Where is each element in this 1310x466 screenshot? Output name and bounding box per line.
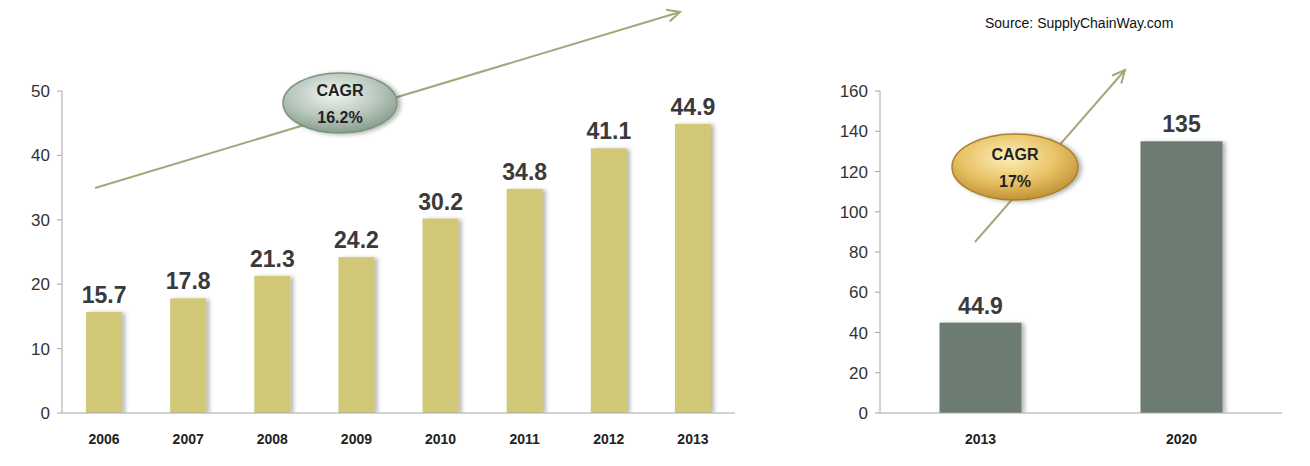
- x-tick-label: 2012: [593, 431, 624, 447]
- bar: [86, 312, 122, 413]
- y-tick-label: 40: [849, 324, 868, 343]
- y-tick-label: 120: [840, 163, 868, 182]
- x-axis-line: [880, 413, 1282, 414]
- y-tick-label: 50: [31, 82, 50, 101]
- y-tick: [875, 211, 880, 212]
- annotation-text: 17%: [999, 173, 1031, 190]
- y-tick-label: 20: [31, 275, 50, 294]
- trend-arrow-head: [666, 10, 680, 22]
- x-axis-line: [62, 413, 735, 414]
- data-label: 30.2: [418, 189, 463, 215]
- x-tick-label: 2010: [425, 431, 456, 447]
- data-label: 41.1: [586, 118, 631, 144]
- y-tick-label: 60: [849, 283, 868, 302]
- y-tick-label: 0: [859, 404, 868, 423]
- y-tick-label: 160: [840, 82, 868, 101]
- bar: [675, 124, 711, 413]
- x-tick-label: 2009: [341, 431, 372, 447]
- bar: [254, 276, 290, 413]
- y-tick: [57, 155, 62, 156]
- data-label: 24.2: [334, 227, 379, 253]
- data-label: 44.9: [671, 94, 716, 120]
- y-tick: [57, 413, 62, 414]
- y-tick: [875, 171, 880, 172]
- data-label: 15.7: [82, 282, 127, 308]
- bar: [507, 189, 543, 413]
- data-label: 34.8: [502, 159, 547, 185]
- source-note: Source: SupplyChainWay.com: [985, 15, 1173, 31]
- y-tick-label: 10: [31, 340, 50, 359]
- y-tick-label: 30: [31, 211, 50, 230]
- x-tick-label: 2020: [1166, 431, 1197, 447]
- data-label: 21.3: [250, 246, 295, 272]
- y-tick: [875, 252, 880, 253]
- x-tick-label: 2007: [173, 431, 204, 447]
- y-tick: [57, 91, 62, 92]
- y-tick-label: 40: [31, 146, 50, 165]
- y-tick: [875, 413, 880, 414]
- trend-arrow-head: [1112, 70, 1125, 84]
- y-tick: [875, 131, 880, 132]
- y-tick-label: 0: [41, 404, 50, 423]
- annotation-badge: [952, 134, 1078, 200]
- data-label: 135: [1162, 111, 1201, 137]
- y-tick: [57, 219, 62, 220]
- annotation-text: 16.2%: [317, 109, 362, 126]
- annotation-text: CAGR: [991, 146, 1039, 163]
- bar: [170, 298, 206, 413]
- y-tick-label: 140: [840, 122, 868, 141]
- y-tick: [57, 284, 62, 285]
- bar: [940, 323, 1022, 413]
- y-tick: [57, 348, 62, 349]
- y-tick: [875, 372, 880, 373]
- data-label: 44.9: [958, 293, 1003, 319]
- y-tick-label: 100: [840, 203, 868, 222]
- x-tick-label: 2006: [88, 431, 119, 447]
- y-tick: [875, 91, 880, 92]
- y-tick: [875, 292, 880, 293]
- bar: [423, 219, 459, 413]
- x-tick-label: 2008: [257, 431, 288, 447]
- bars: [86, 124, 711, 413]
- annotation-badge: [283, 73, 397, 133]
- y-tick-label: 20: [849, 364, 868, 383]
- x-tick-label: 2013: [677, 431, 708, 447]
- bar: [591, 148, 627, 413]
- chart-1: 0 20 40 60 80 100 120 140 160 2013 2020 44.9 135 CAGR…: [840, 70, 1282, 447]
- x-tick-label: 2011: [510, 431, 541, 447]
- x-tick-label: 2013: [965, 431, 996, 447]
- y-tick: [875, 332, 880, 333]
- y-tick-label: 80: [849, 243, 868, 262]
- bar: [338, 257, 374, 413]
- annotation-text: CAGR: [316, 82, 364, 99]
- trend-arrow: [95, 12, 680, 188]
- data-label: 17.8: [166, 268, 211, 294]
- chart-0: 0 10 20 30 40 50 2006 2007 2008 2009 2010 2011 2012 2…: [31, 10, 735, 447]
- y-axis-line: [62, 91, 63, 413]
- chart-canvas: 0 10 20 30 40 50 2006 2007 2008 2009 2010 2011 2012 2…: [0, 0, 1310, 466]
- bar: [1141, 141, 1223, 413]
